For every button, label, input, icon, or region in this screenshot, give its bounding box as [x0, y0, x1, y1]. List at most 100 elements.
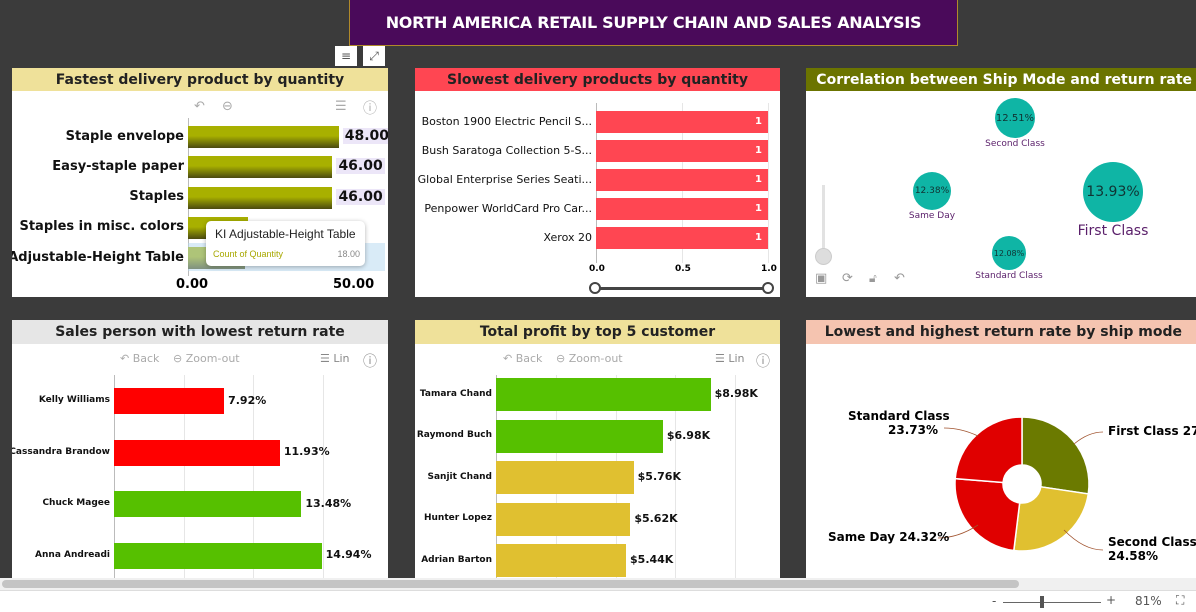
data-label: 48.00	[342, 127, 388, 144]
leader-line	[1063, 529, 1104, 551]
undo-icon[interactable]: ↶	[894, 271, 905, 286]
leader-line	[937, 524, 979, 539]
horizontal-scrollbar[interactable]	[0, 578, 1196, 590]
tooltip-measure: Count of Quantity	[213, 249, 284, 259]
return-rate-visual[interactable]: Lowest and highest return rate by ship m…	[806, 320, 1196, 578]
range-slider-track[interactable]	[595, 287, 768, 290]
filter-icon[interactable]: ≡	[335, 46, 357, 66]
gridline	[735, 375, 736, 578]
zoom-slider-track[interactable]	[822, 185, 825, 260]
category-label: KI Adjustable-Height Table	[12, 249, 184, 265]
gridline	[253, 375, 254, 578]
bar[interactable]	[114, 388, 225, 414]
correlation-visual[interactable]: Correlation between Ship Mode and return…	[806, 68, 1196, 297]
refresh-icon[interactable]: ⟳	[842, 271, 853, 286]
data-label: $6.98K	[666, 428, 711, 442]
bar[interactable]	[188, 186, 333, 209]
data-label: 1	[755, 203, 762, 214]
range-slider-start-handle[interactable]	[589, 282, 601, 294]
status-bar: - + 81% ⛶	[0, 590, 1196, 612]
info-icon[interactable]: ⓘ	[363, 101, 377, 117]
bubble[interactable]: 12.08%	[992, 236, 1026, 270]
category-label: Tamara Chand	[419, 388, 492, 399]
gridline	[768, 103, 769, 263]
donut-slice-standard-class[interactable]	[954, 416, 1023, 484]
bar[interactable]	[496, 461, 634, 494]
zoom-out-icon[interactable]: ⊖	[222, 99, 233, 114]
x-tick-label: 0.0	[589, 264, 605, 274]
bubble[interactable]: 13.93%	[1083, 162, 1143, 222]
info-icon[interactable]: ⓘ	[756, 354, 770, 370]
bar[interactable]	[596, 198, 768, 220]
list-icon[interactable]: ☰	[335, 99, 347, 114]
data-label: $8.98K	[714, 387, 758, 401]
category-label: Staples in misc. colors	[19, 219, 184, 235]
x-tick-label: 1.0	[761, 264, 777, 274]
data-label: 7.92%	[228, 393, 267, 407]
bubble-label: First Class	[1077, 223, 1149, 239]
bar[interactable]	[496, 378, 711, 411]
zoom-slider-handle[interactable]	[1040, 596, 1044, 608]
data-label: 1	[755, 232, 762, 243]
focus-mode-icon[interactable]: ⤢	[363, 46, 385, 66]
category-label: Adrian Barton	[421, 554, 492, 565]
tooltip-value: 18.00	[337, 249, 360, 259]
bar[interactable]	[496, 544, 627, 577]
bar[interactable]	[496, 419, 663, 453]
bar[interactable]	[188, 156, 333, 179]
scale-toggle[interactable]: ☰ Lin	[715, 352, 745, 365]
bar[interactable]	[114, 491, 302, 517]
scale-toggle[interactable]: ☰ Lin	[320, 352, 350, 365]
unlock-icon[interactable]: 🔓︎	[869, 271, 877, 285]
fastest-delivery-visual[interactable]: Fastest delivery product by quantity ↶ ⊖…	[12, 68, 388, 297]
bar[interactable]	[596, 169, 768, 191]
data-label: 46.00	[336, 158, 385, 175]
leader-line	[1073, 431, 1104, 445]
bar[interactable]	[114, 542, 322, 569]
zoom-out-button[interactable]: ⊖ Zoom-out	[173, 352, 240, 365]
donut-slice-first-class[interactable]	[1021, 416, 1090, 495]
range-slider-end-handle[interactable]	[762, 282, 774, 294]
donut-slice-second-class[interactable]	[1012, 485, 1090, 552]
visual-title: Sales person with lowest return rate	[12, 320, 388, 344]
bubble[interactable]: 12.51%	[995, 98, 1035, 138]
fit-to-page-icon[interactable]: ⛶	[1176, 593, 1185, 607]
zoom-out-button[interactable]: -	[992, 594, 997, 608]
bar[interactable]	[188, 126, 339, 148]
data-label: 14.94%	[325, 548, 372, 562]
back-button[interactable]: ↶ Back	[503, 352, 543, 365]
x-tick-label: 0.5	[675, 264, 691, 274]
undo-icon[interactable]: ↶	[194, 99, 205, 114]
bar[interactable]	[596, 227, 768, 249]
zoom-out-button[interactable]: ⊖ Zoom-out	[556, 352, 623, 365]
slowest-delivery-visual[interactable]: Slowest delivery products by quantity Bo…	[415, 68, 780, 297]
category-label: Bush Saratoga Collection 5-S...	[421, 143, 592, 157]
bar[interactable]	[596, 111, 768, 133]
leader-line	[943, 427, 979, 437]
info-icon[interactable]: ⓘ	[363, 354, 377, 370]
bar[interactable]	[496, 502, 631, 536]
bar[interactable]	[596, 140, 768, 162]
donut-slice-same-day[interactable]	[954, 477, 1021, 552]
back-button[interactable]: ↶ Back	[120, 352, 160, 365]
category-label: Staple envelope	[65, 128, 184, 144]
salesperson-visual[interactable]: Sales person with lowest return rate ↶ B…	[12, 320, 388, 578]
zoom-slider[interactable]	[1003, 602, 1101, 603]
gridline	[322, 375, 324, 578]
bar[interactable]	[114, 439, 280, 466]
category-label: Boston 1900 Electric Pencil S...	[421, 114, 592, 128]
data-label: $5.76K	[637, 470, 681, 484]
zoom-in-button[interactable]: +	[1106, 593, 1117, 607]
zoom-slider-handle[interactable]	[815, 248, 832, 265]
category-label: Cassandra Brandow	[12, 446, 110, 457]
category-label: Xerox 20	[543, 230, 593, 244]
map-icon[interactable]: ▣	[815, 271, 828, 286]
bubble-value: 12.51%	[995, 112, 1035, 124]
bubble[interactable]: 12.38%	[913, 172, 951, 210]
visual-title: Total profit by top 5 customer	[415, 320, 780, 344]
scrollbar-thumb[interactable]	[2, 580, 1019, 588]
zoom-percentage: 81%	[1135, 594, 1162, 608]
donut-chart	[937, 416, 1104, 552]
profit-visual[interactable]: Total profit by top 5 customer ↶ Back ⊖ …	[415, 320, 780, 578]
gridline	[675, 375, 677, 578]
